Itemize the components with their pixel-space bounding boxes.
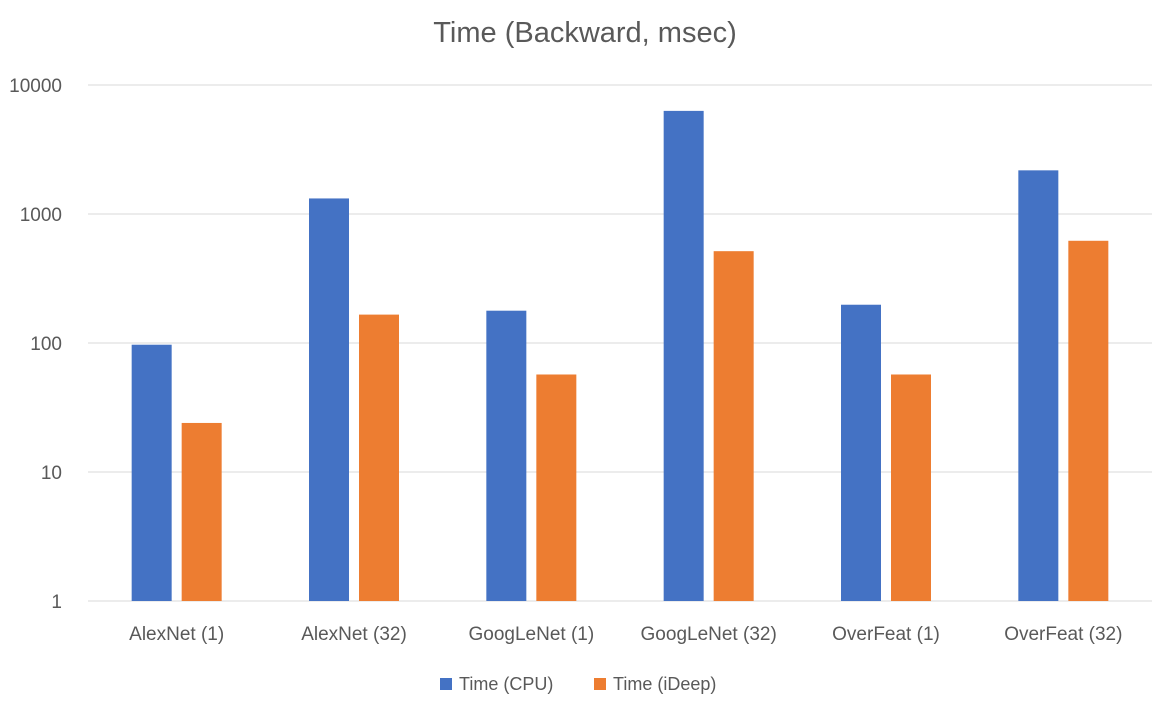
bar-ideep [536, 374, 577, 601]
category-label: AlexNet (1) [129, 624, 224, 645]
bar-cpu [486, 310, 527, 601]
bars [131, 110, 1109, 601]
y-tick-label: 1 [51, 592, 62, 613]
category-label: OverFeat (1) [832, 624, 940, 645]
category-label: AlexNet (32) [301, 624, 407, 645]
chart-title: Time (Backward, msec) [433, 17, 736, 49]
y-tick-label: 10000 [9, 76, 62, 97]
bar-cpu [131, 344, 172, 601]
bar-cpu [841, 304, 881, 601]
legend-label: Time (iDeep) [613, 674, 716, 694]
legend-swatch [440, 678, 452, 690]
y-tick-label: 1000 [20, 205, 62, 226]
category-label: OverFeat (32) [1004, 624, 1122, 645]
bar-cpu [663, 110, 704, 601]
legend-label: Time (CPU) [459, 674, 553, 694]
y-tick-label: 100 [30, 334, 62, 355]
category-label: GoogLeNet (1) [468, 624, 594, 645]
category-labels: AlexNet (1) AlexNet (32) GoogLeNet (1) Goog… [129, 624, 1122, 645]
bar-cpu [1018, 170, 1059, 601]
y-tick-label: 10 [41, 463, 62, 484]
bar-ideep [359, 314, 399, 601]
y-axis-ticks: 1 10 100 1000 10000 [9, 76, 62, 613]
bar-ideep [181, 422, 222, 601]
legend: Time (CPU) Time (iDeep) [440, 674, 716, 694]
bar-ideep [713, 251, 754, 601]
gridlines [88, 84, 1152, 602]
legend-swatch [594, 678, 606, 690]
category-label: GoogLeNet (32) [641, 624, 777, 645]
bar-cpu [309, 198, 349, 601]
bar-ideep [891, 374, 931, 601]
bar-ideep [1068, 240, 1109, 601]
